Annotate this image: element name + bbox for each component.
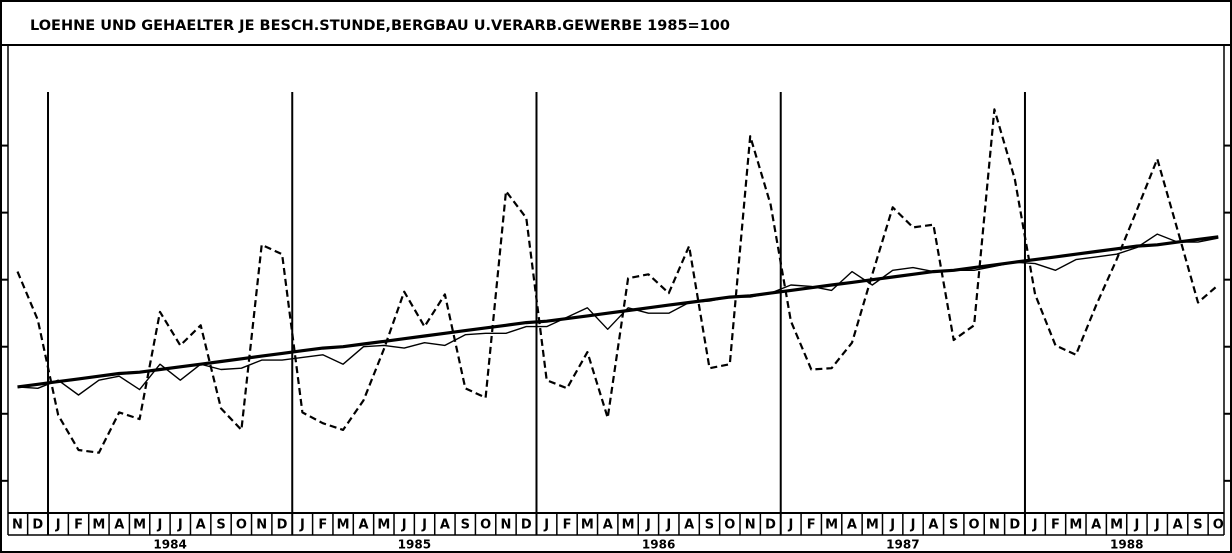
x-tick-label: D bbox=[765, 518, 776, 533]
x-tick-label: M bbox=[866, 518, 879, 533]
year-label: 1987 bbox=[886, 538, 919, 552]
x-tick-label: J bbox=[55, 518, 61, 533]
x-tick-label: A bbox=[358, 518, 368, 533]
x-tick-label: S bbox=[216, 518, 225, 533]
x-tick-label: N bbox=[256, 518, 267, 533]
x-tick-label: M bbox=[581, 518, 594, 533]
x-tick-label: J bbox=[889, 518, 895, 533]
x-tick-label: O bbox=[480, 518, 491, 533]
x-tick-label: A bbox=[1091, 518, 1101, 533]
x-tick-label: J bbox=[1032, 518, 1038, 533]
x-tick-label: A bbox=[928, 518, 938, 533]
x-tick-label: J bbox=[421, 518, 427, 533]
x-tick-label: F bbox=[1051, 518, 1060, 533]
x-tick-label: J bbox=[645, 518, 651, 533]
year-label: 1986 bbox=[642, 538, 675, 552]
x-tick-label: J bbox=[157, 518, 163, 533]
x-tick-label: D bbox=[32, 518, 43, 533]
x-tick-label: D bbox=[1009, 518, 1020, 533]
x-tick-label: O bbox=[724, 518, 735, 533]
x-tick-label: S bbox=[705, 518, 714, 533]
x-tick-label: D bbox=[521, 518, 532, 533]
year-label: 1984 bbox=[153, 538, 186, 552]
x-tick-label: F bbox=[74, 518, 83, 533]
series-line bbox=[16, 108, 1220, 454]
x-tick-label: M bbox=[133, 518, 146, 533]
x-tick-label: J bbox=[665, 518, 671, 533]
x-tick-label: S bbox=[461, 518, 470, 533]
x-tick-label: M bbox=[92, 518, 105, 533]
x-tick-label: M bbox=[337, 518, 350, 533]
x-tick-label: S bbox=[1193, 518, 1202, 533]
x-tick-label: M bbox=[825, 518, 838, 533]
x-tick-label: F bbox=[318, 518, 327, 533]
x-tick-label: F bbox=[563, 518, 572, 533]
x-tick-label: M bbox=[1069, 518, 1082, 533]
x-tick-label: J bbox=[177, 518, 183, 533]
x-tick-label: O bbox=[236, 518, 247, 533]
x-tick-label: J bbox=[1154, 518, 1160, 533]
x-tick-label: A bbox=[196, 518, 206, 533]
x-tick-label: N bbox=[12, 518, 23, 533]
x-tick-label: J bbox=[401, 518, 407, 533]
x-tick-label: A bbox=[114, 518, 124, 533]
x-tick-label: N bbox=[745, 518, 756, 533]
x-tick-label: N bbox=[989, 518, 1000, 533]
x-tick-label: M bbox=[377, 518, 390, 533]
x-tick-label: O bbox=[969, 518, 980, 533]
x-tick-label: A bbox=[603, 518, 613, 533]
x-tick-label: D bbox=[277, 518, 288, 533]
x-tick-label: J bbox=[1133, 518, 1139, 533]
x-tick-label: A bbox=[1173, 518, 1183, 533]
x-tick-label: M bbox=[1110, 518, 1123, 533]
x-tick-label: M bbox=[622, 518, 635, 533]
x-tick-label: J bbox=[787, 518, 793, 533]
x-tick-label: A bbox=[847, 518, 857, 533]
x-tick-label: J bbox=[543, 518, 549, 533]
x-tick-label: S bbox=[949, 518, 958, 533]
x-tick-label: N bbox=[501, 518, 512, 533]
x-tick-label: J bbox=[299, 518, 305, 533]
year-label: 1988 bbox=[1110, 538, 1143, 552]
chart-title: LOEHNE UND GEHAELTER JE BESCH.STUNDE,BER… bbox=[30, 18, 730, 34]
year-label: 1985 bbox=[398, 538, 431, 552]
x-tick-label: A bbox=[440, 518, 450, 533]
x-tick-label: F bbox=[807, 518, 816, 533]
series-line bbox=[17, 235, 1219, 389]
x-tick-label: O bbox=[1213, 518, 1224, 533]
x-tick-label: J bbox=[910, 518, 916, 533]
x-tick-label: A bbox=[684, 518, 694, 533]
